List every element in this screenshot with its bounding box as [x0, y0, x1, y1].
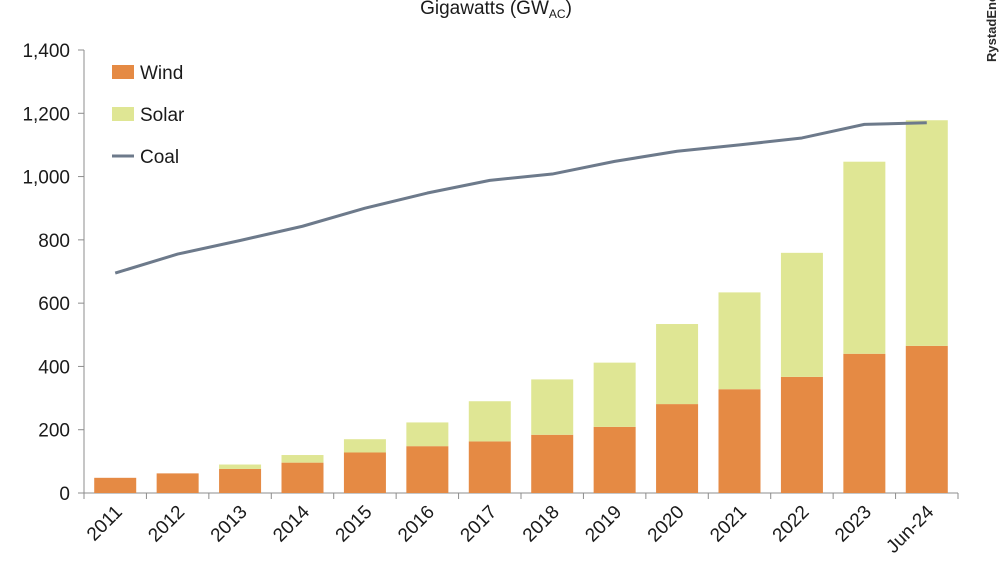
chart-title: Gigawatts (GWAC): [420, 0, 572, 21]
brand-watermark: RystadEnergy: [984, 0, 999, 62]
x-axis: 2011 2012 2013 2014 2015 2016 2017 2018 2019 2020…: [83, 492, 959, 558]
line-coal: [114, 121, 927, 275]
y-tick-label: 1,400: [22, 41, 70, 62]
bar-solar: [656, 324, 699, 405]
bar-solar: [531, 379, 574, 435]
x-tick-label: 2023: [831, 502, 876, 547]
x-tick-label: 2020: [644, 502, 689, 547]
bars: [94, 120, 948, 493]
x-tick-label: 2022: [769, 502, 814, 547]
legend-label-wind: Wind: [140, 63, 183, 84]
x-tick-label: 2019: [581, 502, 626, 547]
coal-series: [114, 121, 927, 275]
bar-wind: [156, 473, 199, 493]
brand-label: RystadEnergy: [984, 0, 999, 62]
x-tick-label: 2018: [519, 502, 564, 547]
bar-wind: [843, 353, 886, 493]
bar-wind: [281, 462, 324, 493]
bar-wind: [593, 426, 636, 493]
y-tick-label: 1,000: [22, 168, 70, 189]
y-axis: 0 200 400 600 800 1,000 1,200 1,400: [22, 41, 85, 505]
bar-wind: [343, 452, 386, 493]
x-tick-label: 2012: [144, 502, 189, 547]
y-tick-label: 800: [38, 231, 70, 252]
y-tick-label: 200: [38, 421, 70, 442]
x-tick-label: 2014: [269, 501, 314, 546]
bar-solar: [343, 439, 386, 453]
x-tick-label: 2016: [394, 502, 439, 547]
legend-label-solar: Solar: [140, 105, 185, 126]
bar-solar: [843, 161, 886, 354]
legend: Wind Solar Coal: [112, 63, 185, 168]
y-tick-label: 0: [59, 484, 70, 505]
bar-solar: [219, 464, 262, 469]
bar-wind: [468, 441, 511, 493]
bar-wind: [905, 345, 948, 493]
legend-label-coal: Coal: [140, 147, 179, 168]
y-tick-label: 1,200: [22, 104, 70, 125]
y-tick-label: 600: [38, 294, 70, 315]
bar-wind: [780, 376, 823, 493]
bar-solar: [281, 455, 324, 463]
bar-solar: [780, 252, 823, 377]
x-tick-label: 2017: [457, 502, 502, 547]
bar-wind: [656, 404, 699, 493]
x-tick-label: 2015: [332, 502, 377, 547]
x-tick-label: Jun-24: [882, 501, 938, 557]
bar-wind: [531, 434, 574, 493]
y-tick-label: 400: [38, 357, 70, 378]
legend-swatch-solar: [112, 107, 134, 121]
bar-wind: [94, 477, 137, 493]
bar-solar: [905, 120, 948, 346]
bar-wind: [406, 446, 449, 493]
bar-solar: [468, 401, 511, 442]
bar-wind: [718, 389, 761, 493]
bar-solar: [406, 422, 449, 447]
bar-wind: [219, 468, 262, 493]
legend-swatch-wind: [112, 65, 134, 79]
x-tick-label: 2011: [83, 502, 127, 546]
bar-solar: [593, 362, 636, 427]
bar-solar: [718, 292, 761, 390]
x-tick-label: 2021: [706, 502, 751, 547]
x-tick-label: 2013: [207, 502, 252, 547]
